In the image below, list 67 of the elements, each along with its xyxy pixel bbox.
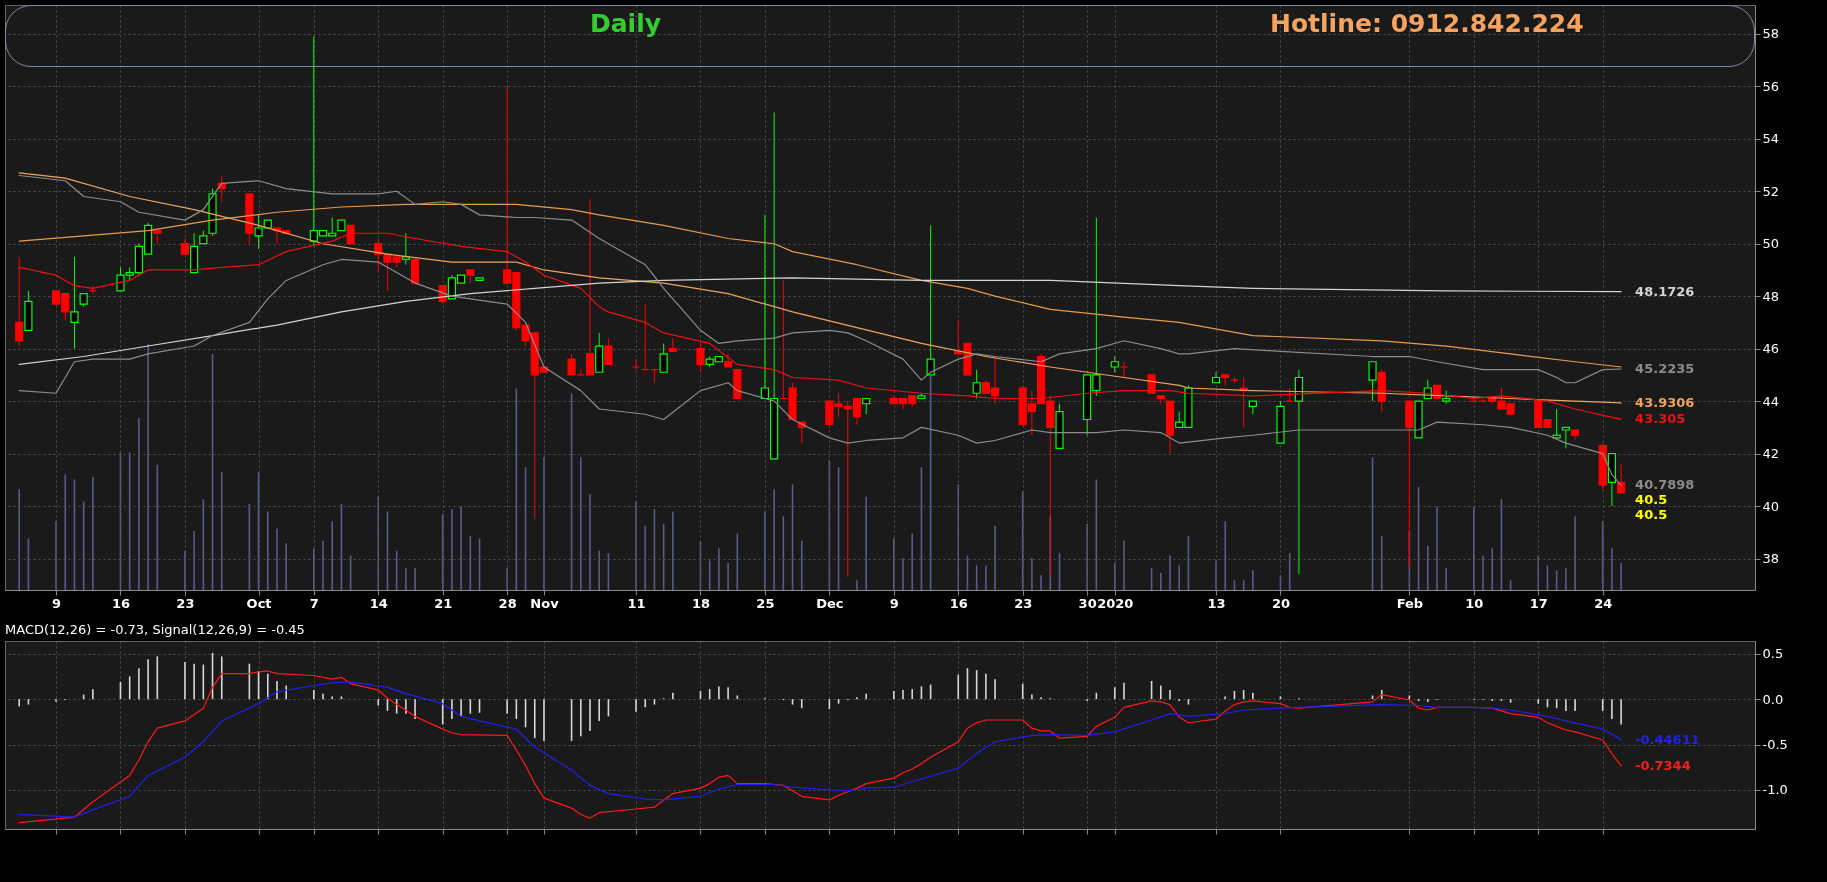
x-tick-label: Dec [816,595,844,611]
annotation: 40.5 [1635,507,1668,523]
candlestick [1368,361,1377,402]
y-tick-label: 0.5 [1762,646,1784,662]
annotation: 43.305 [1635,411,1686,427]
candlestick [1211,371,1221,384]
annotation: 48.1726 [1635,283,1695,299]
annotation: -0.44611 [1635,731,1700,747]
x-tick-label: 16 [949,595,968,611]
x-tick-label: 30 [1078,595,1097,611]
x-tick-label: 18 [691,595,711,611]
x-tick-label: 11 [627,595,646,611]
y-tick-label: 38 [1762,551,1780,567]
x-tick-label: Nov [530,595,560,611]
x-tick-label: 16 [111,595,131,611]
candlestick [1617,463,1626,494]
y-tick-label: -1.0 [1762,782,1788,798]
y-tick-label: 54 [1762,131,1780,147]
candlestick [585,198,595,376]
x-tick-label: 23 [176,595,195,611]
annotation: 40.7898 [1635,477,1695,493]
annotation: -0.7344 [1635,757,1691,773]
x-tick-label: 28 [498,595,517,611]
x-tick-label: 9 [52,595,62,611]
chart-title: Daily [590,9,662,39]
line-series [18,232,1622,420]
y-tick-label: 42 [1762,446,1780,462]
x-tick-label: 7 [309,595,319,611]
candlestick [604,337,613,365]
x-tick-label: 23 [1014,595,1033,611]
y-tick-label: -0.5 [1762,737,1788,753]
candlestick [70,256,79,350]
x-tick-label: 20 [1271,595,1291,611]
x-tick-label: 21 [434,595,453,611]
y-tick-label: 48 [1762,288,1780,304]
annotation: 43.9306 [1635,394,1695,410]
line-series [18,277,1622,365]
annotation: 45.2235 [1635,361,1695,377]
candlestick [926,224,935,376]
x-tick-label: 9 [889,595,899,611]
chart-title: MACD(12,26) = -0.73, Signal(12,26,9) = -0.45 [5,622,305,637]
x-tick-label: 13 [1207,595,1226,611]
y-tick-label: 46 [1762,341,1780,357]
candlestick [659,342,668,373]
candlestick [668,337,677,352]
x-tick-label: 14 [369,595,388,611]
annotation: Hotline: 0912.842.224 [1270,9,1584,39]
candlestick [1561,426,1570,449]
y-tick-label: 56 [1762,78,1780,94]
x-tick-label: 25 [756,595,775,611]
x-tick-label: Feb [1396,595,1424,611]
candlestick [1248,400,1257,415]
x-tick-label: 17 [1529,595,1548,611]
x-tick-label: 24 [1594,595,1613,611]
candlestick [972,369,981,399]
y-tick-label: 44 [1762,393,1780,409]
x-tick-label: Oct [246,595,272,611]
y-tick-label: 40 [1762,498,1780,514]
y-tick-label: 58 [1762,26,1780,42]
x-tick-label: 2020 [1097,595,1134,611]
y-tick-label: 0.0 [1762,691,1784,707]
candlestick [15,256,24,347]
y-tick-label: 52 [1762,183,1780,199]
candlestick [696,340,705,373]
y-tick-label: 50 [1762,236,1780,252]
annotation: 40.5 [1635,492,1668,508]
x-tick-label: 10 [1465,595,1484,611]
